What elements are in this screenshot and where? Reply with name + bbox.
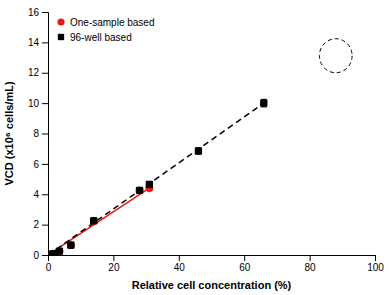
point [91,218,97,224]
point [56,248,62,254]
tick: 4 [33,189,48,200]
tick-mark [42,42,48,43]
legend-item: One-sample based [57,17,154,28]
point [50,251,56,255]
tick: 40 [174,255,186,273]
x-axis: 0 20 40 60 80 100 [46,255,385,273]
error-bar [261,99,267,107]
tick-mark [42,225,48,226]
tick-label: 16 [28,7,40,18]
tick: 12 [28,67,48,78]
tick-label: 100 [367,262,384,273]
tick-mark [42,134,48,135]
legend-symbol [57,18,64,25]
tick-mark [310,255,311,261]
chart: 0 20 40 60 80 100 0 2 4 6 8 10 12 14 16 One-sample base… [0,0,389,295]
tick-label: 8 [33,128,39,139]
legend-item: 96-well based [58,32,132,43]
point [49,250,56,255]
tick-mark [244,255,245,261]
error-bar [137,188,143,193]
highlight-ellipse [319,39,352,73]
y-axis-title: VCD (x10⁶ cells/mL) [3,81,15,185]
tick: 80 [305,255,317,273]
plot: 0 20 40 60 80 100 0 2 4 6 8 10 12 14 16 One-sample base… [28,7,384,273]
tick-mark [42,255,48,256]
tick: 14 [28,37,48,48]
tick-label: 20 [108,262,120,273]
tick-label: 0 [33,250,39,261]
tick-label: 80 [305,262,317,273]
point [68,242,74,248]
point [146,181,152,187]
tick: 2 [33,219,48,230]
tick-label: 4 [33,189,39,200]
tick: 6 [33,159,48,170]
tick-label: 60 [239,262,251,273]
tick: 100 [367,255,384,273]
y-axis: 0 2 4 6 8 10 12 14 16 [28,7,49,261]
tick-label: 12 [28,67,40,78]
legend: One-sample based 96-well based [57,17,154,43]
error-bar [195,148,201,154]
point [136,187,143,194]
point [261,100,267,106]
tick-mark [42,73,48,74]
tick: 16 [28,7,48,18]
series [49,185,153,255]
tick: 10 [28,98,48,109]
point [136,187,142,193]
legend-label: One-sample based [70,17,155,28]
tick-label: 6 [33,159,39,170]
axis-line [49,256,376,262]
tick-label: 14 [28,37,40,48]
fit-line [48,186,153,255]
tick: 60 [239,255,251,273]
tick: 20 [108,255,120,273]
legend-symbol [58,34,64,40]
point [67,242,74,249]
tick-mark [42,12,48,13]
tick: 0 [46,255,52,273]
tick-mark [113,255,114,261]
marks [48,99,267,255]
tick: 0 [33,250,48,261]
tick-mark [42,164,48,165]
legend-label: 96-well based [70,32,132,43]
axis-line [42,13,49,256]
tick-mark [375,255,376,261]
x-axis-title: Relative cell concentration (%) [132,279,292,291]
error-bar [146,182,152,187]
tick-label: 10 [28,98,40,109]
tick-label: 40 [174,262,186,273]
point [56,248,63,255]
tick-mark [42,194,48,195]
tick-mark [179,255,180,261]
tick: 8 [33,128,48,139]
tick-mark [42,103,48,104]
error-bar [137,188,143,193]
series [50,99,267,255]
tick-label: 0 [46,262,52,273]
fit-line [48,103,264,255]
point [195,148,201,154]
tick-label: 2 [33,219,39,230]
point [90,217,97,224]
